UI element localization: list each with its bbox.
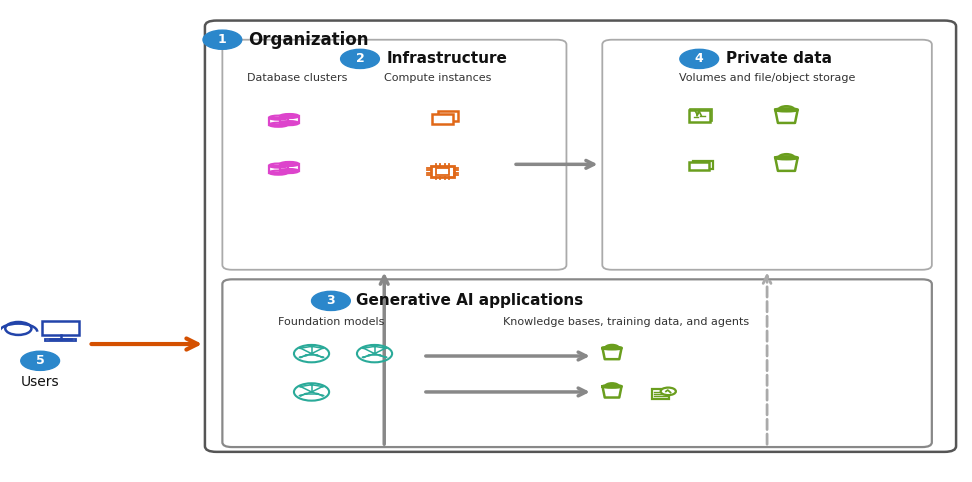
Bar: [436, 169, 448, 174]
Circle shape: [304, 393, 308, 395]
Circle shape: [298, 395, 302, 397]
Circle shape: [384, 347, 388, 349]
Circle shape: [321, 386, 325, 388]
Circle shape: [304, 354, 308, 356]
Text: Database clusters: Database clusters: [247, 73, 347, 83]
Text: Foundation models: Foundation models: [278, 318, 384, 327]
Circle shape: [384, 356, 388, 358]
Bar: [269, 118, 288, 125]
Bar: [269, 166, 288, 173]
Circle shape: [312, 291, 350, 310]
Circle shape: [340, 49, 379, 68]
Text: Private data: Private data: [726, 52, 832, 67]
FancyBboxPatch shape: [603, 40, 932, 270]
Text: 4: 4: [695, 53, 704, 66]
Text: 1: 1: [218, 33, 226, 46]
Circle shape: [315, 393, 319, 395]
Bar: [280, 164, 298, 171]
Text: Compute instances: Compute instances: [384, 73, 491, 83]
Bar: [689, 162, 710, 170]
Text: 3: 3: [327, 295, 335, 308]
Bar: [688, 110, 710, 121]
Bar: [433, 114, 453, 124]
Circle shape: [372, 346, 376, 348]
Text: 5: 5: [36, 354, 45, 367]
Bar: [690, 109, 712, 121]
Text: Knowledge bases, training data, and agents: Knowledge bases, training data, and agen…: [503, 318, 749, 327]
Bar: [432, 166, 454, 177]
Text: Organization: Organization: [249, 31, 369, 49]
Text: Infrastructure: Infrastructure: [386, 52, 507, 67]
Circle shape: [309, 384, 314, 386]
Circle shape: [203, 30, 242, 49]
Circle shape: [298, 356, 302, 358]
Circle shape: [321, 395, 325, 397]
Text: Volumes and file/object storage: Volumes and file/object storage: [678, 73, 855, 83]
Circle shape: [367, 354, 371, 356]
Circle shape: [298, 347, 302, 349]
Circle shape: [20, 351, 59, 370]
Circle shape: [362, 347, 365, 349]
Text: Users: Users: [20, 375, 59, 389]
Circle shape: [309, 391, 314, 393]
Circle shape: [661, 388, 676, 395]
Circle shape: [321, 347, 325, 349]
Circle shape: [362, 356, 365, 358]
Bar: [693, 161, 713, 169]
Circle shape: [309, 346, 314, 348]
FancyBboxPatch shape: [223, 280, 932, 447]
Bar: [438, 111, 458, 121]
Text: Generative AI applications: Generative AI applications: [356, 294, 583, 308]
Circle shape: [378, 354, 382, 356]
FancyBboxPatch shape: [205, 21, 956, 452]
Circle shape: [679, 49, 718, 68]
Bar: [42, 321, 80, 335]
Bar: [280, 116, 298, 123]
Circle shape: [298, 386, 302, 388]
Text: 2: 2: [356, 53, 364, 66]
Circle shape: [372, 353, 376, 355]
Bar: [46, 339, 76, 341]
Circle shape: [309, 353, 314, 355]
Circle shape: [315, 354, 319, 356]
Bar: [652, 389, 669, 399]
FancyBboxPatch shape: [223, 40, 567, 270]
Circle shape: [321, 356, 325, 358]
